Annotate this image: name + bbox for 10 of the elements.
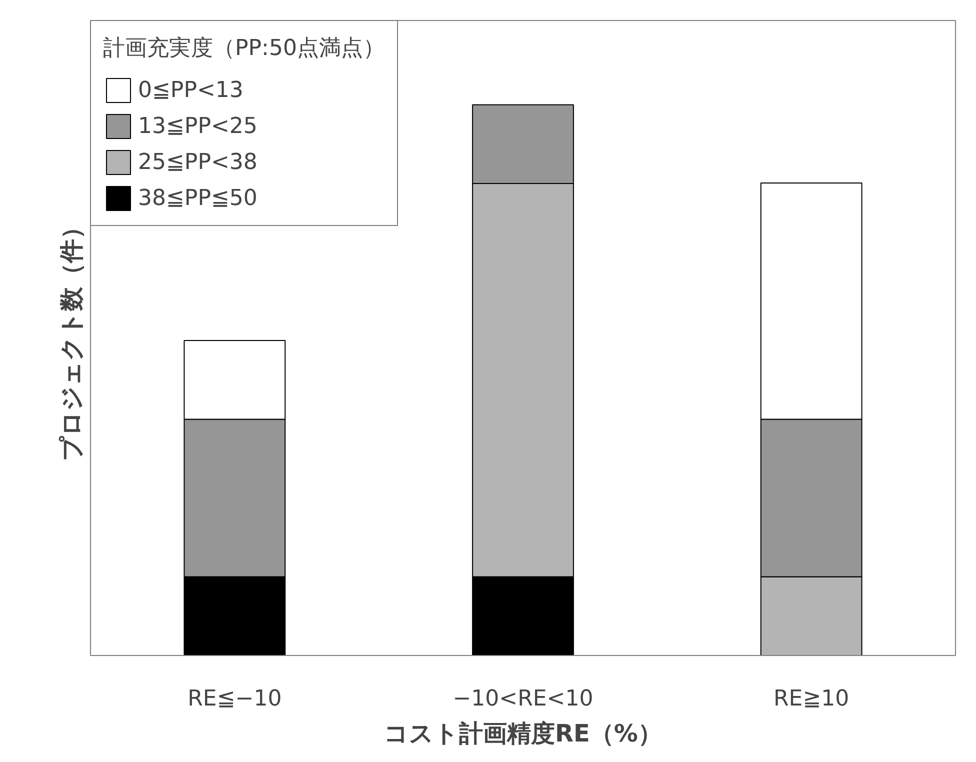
- legend-label: 13≦PP<25: [138, 114, 258, 138]
- legend-title: 計画充実度（PP:50点満点）: [103, 35, 385, 63]
- legend-label: 0≦PP<13: [138, 78, 244, 102]
- x-tick-label: RE≧10: [774, 686, 850, 712]
- x-tick-label: RE≦−10: [188, 686, 282, 712]
- legend-label: 25≦PP<38: [138, 150, 258, 174]
- y-axis-title: プロジェクト数（件）: [58, 215, 86, 461]
- x-tick-label: −10<RE<10: [452, 686, 594, 712]
- x-axis-title: コスト計画精度RE（%）: [384, 720, 662, 748]
- legend-label: 38≦PP≦50: [138, 186, 258, 210]
